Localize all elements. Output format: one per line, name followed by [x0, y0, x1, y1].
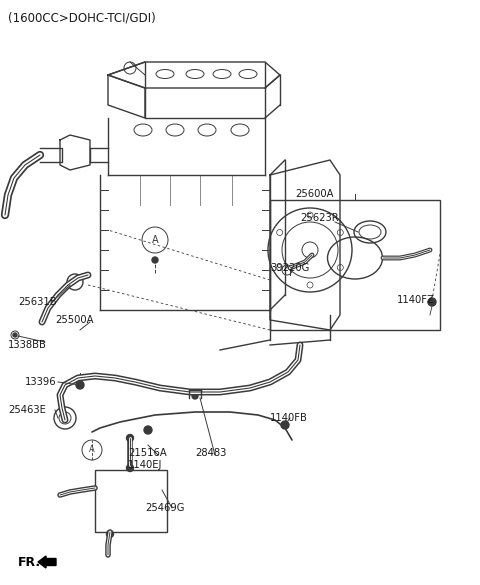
Circle shape	[13, 333, 17, 337]
Text: 21516A: 21516A	[128, 448, 167, 458]
Text: 25463E: 25463E	[8, 405, 46, 415]
Bar	[95, 470, 167, 532]
Text: 13396: 13396	[25, 377, 57, 387]
Circle shape	[127, 435, 133, 442]
Text: A: A	[89, 446, 95, 455]
Circle shape	[107, 531, 113, 538]
Text: 25631B: 25631B	[18, 297, 57, 307]
Text: 39220G: 39220G	[270, 263, 310, 273]
Text: (1600CC>DOHC-TCI/GDI): (1600CC>DOHC-TCI/GDI)	[8, 12, 156, 25]
FancyArrow shape	[38, 556, 56, 568]
Circle shape	[192, 393, 198, 399]
Text: 25469G: 25469G	[145, 503, 184, 513]
Text: 25600A: 25600A	[295, 189, 334, 199]
Circle shape	[144, 426, 152, 434]
Circle shape	[76, 381, 84, 389]
Text: 25623R: 25623R	[300, 213, 338, 223]
Text: 1140FZ: 1140FZ	[397, 295, 435, 305]
Bar	[270, 200, 440, 330]
Text: 25500A: 25500A	[55, 315, 94, 325]
Text: 1338BB: 1338BB	[8, 340, 47, 350]
Circle shape	[281, 421, 289, 429]
Text: 28483: 28483	[195, 448, 227, 458]
Text: 1140EJ: 1140EJ	[128, 460, 162, 470]
Circle shape	[127, 464, 133, 472]
Text: 1140FB: 1140FB	[270, 413, 308, 423]
Circle shape	[152, 257, 158, 263]
Text: A: A	[152, 235, 158, 245]
Text: FR.: FR.	[18, 556, 41, 569]
Circle shape	[428, 298, 436, 306]
